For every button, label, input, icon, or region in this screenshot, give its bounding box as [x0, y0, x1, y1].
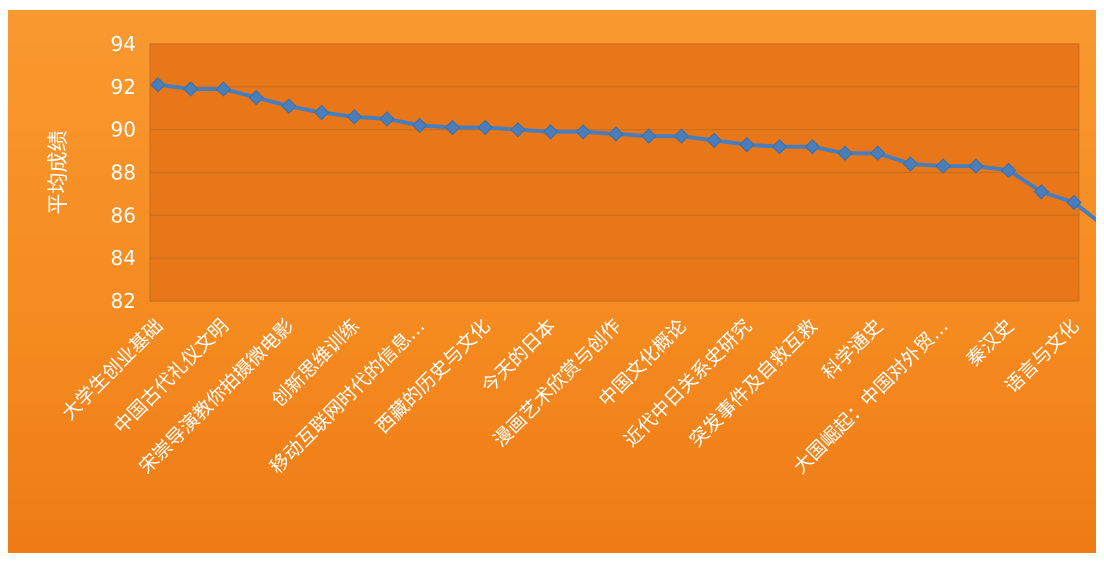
line-chart: 82 84 86 88 90 92 94 平均成绩 大学生创业基础中国古代礼仪文明宋崇导演教…	[46, 32, 1096, 478]
data-point-marker	[150, 76, 166, 93]
data-point-marker	[477, 119, 493, 136]
series-group	[150, 76, 1096, 223]
data-point-marker	[1066, 194, 1082, 211]
y-tick-label: 92	[111, 75, 136, 99]
x-tick-label: 突发事件及自救互救	[685, 315, 821, 451]
data-point-marker	[837, 145, 853, 161]
data-point-marker	[215, 81, 232, 97]
data-point-marker	[902, 156, 919, 172]
y-axis-ticks: 82 84 86 88 90 92 94	[111, 32, 136, 313]
y-axis-label: 平均成绩	[46, 131, 70, 215]
y-tick-label: 94	[111, 32, 136, 56]
x-tick-label: 近代中日关系史研究	[620, 315, 756, 451]
data-point-marker	[706, 132, 722, 149]
y-tick-label: 88	[111, 161, 136, 185]
data-point-marker	[771, 139, 788, 155]
chart-card: 82 84 86 88 90 92 94 平均成绩 大学生创业基础 中国古代礼仪文明 宋崇导演教…	[8, 10, 1096, 553]
x-tick-label: 秦汉史	[962, 315, 1018, 371]
x-tick-label: 中国古代礼仪文明	[110, 315, 233, 438]
y-tick-label: 84	[111, 246, 136, 270]
y-tick-label: 82	[111, 289, 136, 313]
data-point-marker	[935, 158, 951, 174]
y-tick-label: 90	[111, 118, 136, 142]
data-point-marker	[870, 145, 886, 161]
data-point-marker	[575, 124, 591, 140]
data-point-marker	[968, 158, 984, 174]
data-point-marker	[510, 121, 526, 138]
y-tick-label: 86	[111, 203, 136, 227]
data-point-marker	[183, 81, 199, 97]
data-point-marker	[444, 119, 461, 136]
data-point-marker	[346, 109, 362, 125]
x-axis-ticks: 大学生创业基础中国古代礼仪文明宋崇导演教你拍摄微电影创新思维训练移动互联网时代的…	[58, 315, 1084, 478]
data-point-marker	[1033, 184, 1049, 200]
data-point-marker	[313, 104, 330, 121]
x-tick-label: 西藏的历史与文化	[372, 315, 495, 438]
x-tick-label: 漫画艺术欣赏与创作	[489, 315, 625, 451]
data-point-marker	[379, 111, 395, 127]
data-point-marker	[608, 126, 624, 142]
data-point-marker	[641, 128, 657, 144]
data-point-marker	[412, 117, 428, 134]
data-point-marker	[673, 128, 690, 144]
data-point-marker	[248, 89, 264, 106]
data-point-marker	[739, 136, 755, 153]
data-point-marker	[1000, 162, 1017, 179]
data-point-marker	[281, 98, 297, 114]
data-point-marker	[542, 124, 559, 140]
data-point-marker	[804, 139, 820, 155]
